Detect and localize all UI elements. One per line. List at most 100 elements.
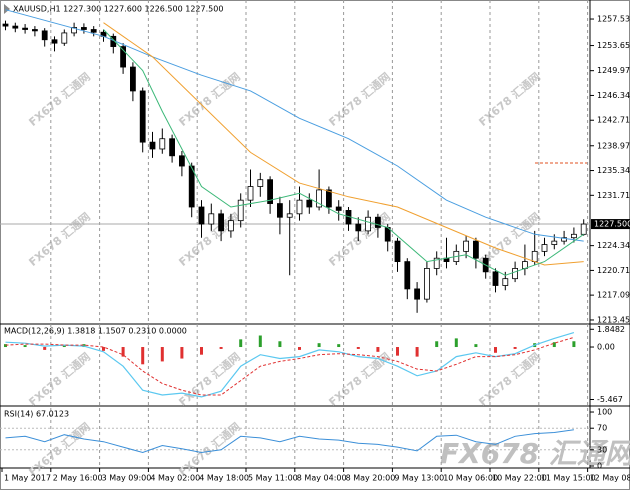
- macd-histogram-bar: [219, 347, 223, 349]
- candle-body: [159, 138, 166, 150]
- candle-body: [404, 261, 411, 290]
- symbol-icon: [4, 4, 10, 14]
- candle-body: [561, 237, 567, 242]
- x-tick-label: 9 May 13:00: [394, 474, 444, 483]
- moving-average: [5, 9, 584, 242]
- candle-body: [81, 27, 87, 30]
- macd-histogram-bar: [121, 347, 125, 357]
- x-tick-label: 5 May 11:00: [248, 474, 298, 483]
- moving-average: [103, 22, 584, 266]
- y-tick-label: 70: [597, 424, 607, 433]
- macd-histogram-bar: [337, 344, 341, 348]
- candle-body: [394, 240, 401, 263]
- candle-body: [90, 29, 97, 33]
- macd-histogram-bar: [160, 347, 164, 362]
- candle-body: [365, 216, 372, 232]
- x-tick-label: 2 May 16:00: [53, 474, 103, 483]
- candle-body: [149, 141, 156, 150]
- x-tick-label: 8 May 04:00: [297, 474, 347, 483]
- macd-histogram-bar: [23, 345, 27, 348]
- macd-signal-line: [5, 336, 575, 396]
- candle-body: [286, 213, 293, 218]
- macd-label: MACD(12,26,9) 1.3818 1.1507 0.2310 0.000…: [4, 327, 187, 336]
- candle-body: [335, 206, 342, 211]
- x-tick-label: 10 May 22:00: [492, 474, 547, 483]
- macd-histogram-bar: [4, 344, 7, 348]
- candle-body: [306, 199, 313, 208]
- candle-body: [433, 257, 440, 269]
- candle-body: [208, 213, 215, 225]
- y-tick-label: 1.8482: [597, 325, 625, 334]
- candle-body: [492, 271, 499, 286]
- y-tick-label: 1220.710: [597, 266, 630, 275]
- candle-body: [580, 223, 587, 235]
- y-tick-label: 1246.340: [597, 91, 630, 100]
- candle-body: [316, 189, 323, 208]
- y-tick-label: 100: [597, 408, 612, 417]
- candle-body: [129, 66, 136, 92]
- candle-body: [71, 27, 77, 34]
- candle-body: [32, 29, 38, 32]
- macd-histogram-bar: [239, 339, 243, 348]
- macd-histogram-bar: [435, 341, 439, 348]
- macd-histogram-bar: [552, 342, 556, 348]
- candle-body: [472, 240, 479, 259]
- rsi-line: [5, 429, 574, 454]
- x-tick-label: 12 May 08:00: [590, 474, 630, 483]
- candle-body: [276, 203, 283, 218]
- macd-histogram-bar: [43, 347, 47, 350]
- candle-body: [188, 165, 195, 208]
- macd-histogram-bar: [513, 347, 517, 349]
- x-tick-label: 8 May 20:00: [346, 474, 396, 483]
- current-price-box: [591, 219, 630, 230]
- candle-body: [247, 186, 254, 201]
- x-tick-label: 1 May 2017: [4, 474, 51, 483]
- current-price-label: 1227.500: [594, 220, 630, 229]
- candle-body: [414, 288, 421, 300]
- candle-body: [512, 268, 518, 280]
- macd-histogram-bar: [494, 347, 497, 353]
- y-tick-label: 1253.650: [597, 41, 630, 50]
- candle-body: [374, 216, 381, 228]
- x-tick-label: 3 May 09:00: [102, 474, 152, 483]
- y-tick-label: 1242.710: [597, 116, 630, 125]
- macd-histogram-bar: [396, 347, 399, 356]
- moving-average: [103, 29, 584, 276]
- candle-body: [51, 39, 58, 44]
- candle-body: [41, 30, 48, 41]
- x-tick-label: 10 May 06:00: [443, 474, 498, 483]
- macd-histogram-bar: [298, 347, 301, 350]
- y-tick-label: 1257.535: [597, 15, 630, 24]
- x-tick-label: 4 May 02:00: [150, 474, 200, 483]
- candle-body: [139, 90, 146, 143]
- candle-body: [463, 240, 470, 252]
- macd-main-line: [5, 332, 575, 398]
- macd-histogram-bar: [200, 347, 203, 355]
- y-tick-label: 0: [597, 462, 602, 471]
- candle-body: [178, 155, 185, 167]
- candle-body: [541, 244, 548, 252]
- candle-body: [551, 240, 558, 245]
- candle-body: [61, 32, 68, 44]
- chart-title: XAUUSD,H1 1227.300 1227.600 1226.500 122…: [13, 5, 223, 14]
- y-tick-label: 30: [597, 445, 607, 454]
- y-tick-label: 1224.340: [597, 241, 630, 250]
- macd-histogram-bar: [258, 335, 262, 348]
- candle-body: [120, 46, 126, 68]
- x-tick-label: 11 May 15:00: [541, 474, 596, 483]
- candle-body: [325, 189, 332, 208]
- candle-body: [237, 199, 244, 222]
- macd-histogram-bar: [454, 338, 458, 348]
- macd-histogram-bar: [141, 347, 145, 365]
- macd-histogram-bar: [474, 344, 478, 348]
- macd-histogram-bar: [278, 341, 282, 348]
- candle-body: [218, 213, 225, 232]
- y-tick-label: -5.467: [597, 395, 623, 404]
- macd-histogram-bar: [572, 341, 576, 348]
- macd-histogram-bar: [102, 347, 105, 351]
- candle-body: [531, 250, 538, 263]
- candle-body: [502, 278, 509, 286]
